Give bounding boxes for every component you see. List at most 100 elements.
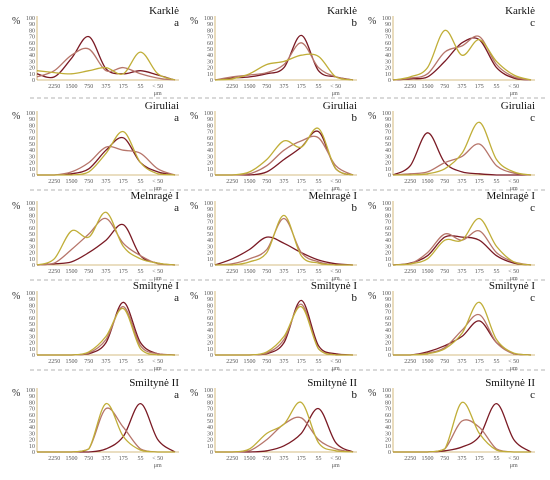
series-line-light — [215, 127, 354, 176]
y-tick-label: 100 — [26, 388, 35, 394]
y-tick-label: 0 — [210, 353, 213, 359]
y-tick-label: 80 — [207, 400, 213, 406]
series-line-medium — [215, 303, 353, 356]
x-tick-label: 55 — [316, 359, 322, 365]
y-tick-label: 30 — [29, 59, 35, 65]
y-tick-label: 90 — [29, 22, 35, 28]
x-tick-label: < 50 — [508, 84, 519, 90]
y-tick-label: 100 — [382, 291, 391, 297]
y-tick-label: 40 — [207, 238, 213, 244]
y-tick-label: 70 — [207, 310, 213, 316]
y-tick-label: 60 — [385, 316, 391, 322]
y-tick-label: 50 — [29, 232, 35, 238]
y-unit-label: % — [368, 388, 376, 399]
x-tick-label: 2250 — [48, 179, 60, 185]
x-tick-label: < 50 — [330, 359, 341, 365]
x-tick-label: 375 — [102, 179, 111, 185]
y-tick-label: 70 — [385, 35, 391, 41]
y-tick-label: 0 — [32, 263, 35, 269]
y-tick-label: 40 — [29, 53, 35, 59]
y-tick-label: 100 — [26, 291, 35, 297]
x-tick-label: 2250 — [226, 359, 238, 365]
x-tick-label: 375 — [458, 84, 467, 90]
y-tick-label: 90 — [385, 394, 391, 400]
y-tick-label: 50 — [385, 419, 391, 425]
y-tick-label: 50 — [29, 419, 35, 425]
y-tick-label: 30 — [29, 244, 35, 250]
panel-letter: b — [352, 112, 358, 124]
x-tick-label: 2250 — [48, 269, 60, 275]
x-tick-label: 55 — [316, 269, 322, 275]
x-tick-label: 375 — [280, 84, 289, 90]
x-tick-label: < 50 — [508, 269, 519, 275]
series-line-light — [393, 121, 532, 176]
panel-letter: a — [174, 17, 179, 29]
y-tick-label: 50 — [385, 47, 391, 53]
y-tick-label: 0 — [388, 263, 391, 269]
y-tick-label: 30 — [385, 334, 391, 340]
x-tick-label: 2250 — [48, 456, 60, 462]
y-tick-label: 80 — [207, 28, 213, 34]
y-tick-label: 10 — [29, 444, 35, 450]
y-tick-label: 30 — [385, 154, 391, 160]
y-tick-label: 40 — [29, 425, 35, 431]
y-tick-label: 30 — [207, 431, 213, 437]
x-tick-label: 55 — [138, 359, 144, 365]
y-tick-label: 40 — [207, 425, 213, 431]
y-tick-label: 80 — [385, 213, 391, 219]
x-tick-label: < 50 — [330, 269, 341, 275]
x-tick-label: 55 — [138, 456, 144, 462]
y-tick-label: 80 — [385, 28, 391, 34]
panel-site-title: Giruliai — [501, 100, 535, 112]
x-tick-label: 375 — [458, 269, 467, 275]
series-line-dark — [215, 299, 354, 356]
y-unit-label: % — [368, 16, 376, 27]
x-tick-label: 2250 — [226, 269, 238, 275]
y-tick-label: 70 — [385, 310, 391, 316]
x-tick-label: 375 — [102, 84, 111, 90]
y-tick-label: 10 — [385, 444, 391, 450]
y-tick-label: 10 — [29, 72, 35, 78]
y-tick-label: 80 — [29, 123, 35, 129]
series-line-light — [215, 305, 353, 356]
x-tick-label: 375 — [458, 456, 467, 462]
y-tick-label: 30 — [207, 244, 213, 250]
x-tick-label: 1500 — [66, 456, 78, 462]
x-tick-label: 2250 — [404, 84, 416, 90]
y-tick-label: 70 — [207, 407, 213, 413]
y-tick-label: 100 — [204, 201, 213, 207]
series-line-light — [214, 53, 354, 81]
x-tick-label: 175 — [297, 84, 306, 90]
x-tick-label: 175 — [297, 359, 306, 365]
x-unit-label: μm — [154, 186, 162, 192]
y-tick-label: 60 — [207, 136, 213, 142]
y-tick-label: 40 — [207, 53, 213, 59]
y-tick-label: 30 — [385, 244, 391, 250]
series-line-medium — [392, 143, 532, 176]
y-tick-label: 50 — [207, 47, 213, 53]
y-tick-label: 10 — [385, 167, 391, 173]
y-tick-label: 50 — [29, 47, 35, 53]
series-line-dark — [215, 407, 354, 453]
x-tick-label: < 50 — [330, 179, 341, 185]
x-tick-label: 375 — [280, 269, 289, 275]
x-tick-label: 375 — [102, 269, 111, 275]
y-tick-label: 100 — [26, 111, 35, 117]
y-tick-label: 100 — [382, 388, 391, 394]
y-unit-label: % — [190, 201, 198, 212]
y-tick-label: 40 — [207, 328, 213, 334]
x-tick-label: < 50 — [152, 269, 163, 275]
series-line-dark — [37, 136, 176, 176]
x-tick-label: 55 — [494, 84, 500, 90]
y-tick-label: 90 — [29, 297, 35, 303]
x-tick-label: 1500 — [66, 179, 78, 185]
series-line-medium — [37, 305, 176, 356]
x-tick-label: 2250 — [226, 179, 238, 185]
y-tick-label: 80 — [29, 213, 35, 219]
y-tick-label: 10 — [385, 257, 391, 263]
x-tick-label: 750 — [262, 269, 271, 275]
y-tick-label: 0 — [32, 353, 35, 359]
y-tick-label: 10 — [207, 72, 213, 78]
panel-letter: b — [352, 202, 358, 214]
y-tick-label: 70 — [29, 407, 35, 413]
